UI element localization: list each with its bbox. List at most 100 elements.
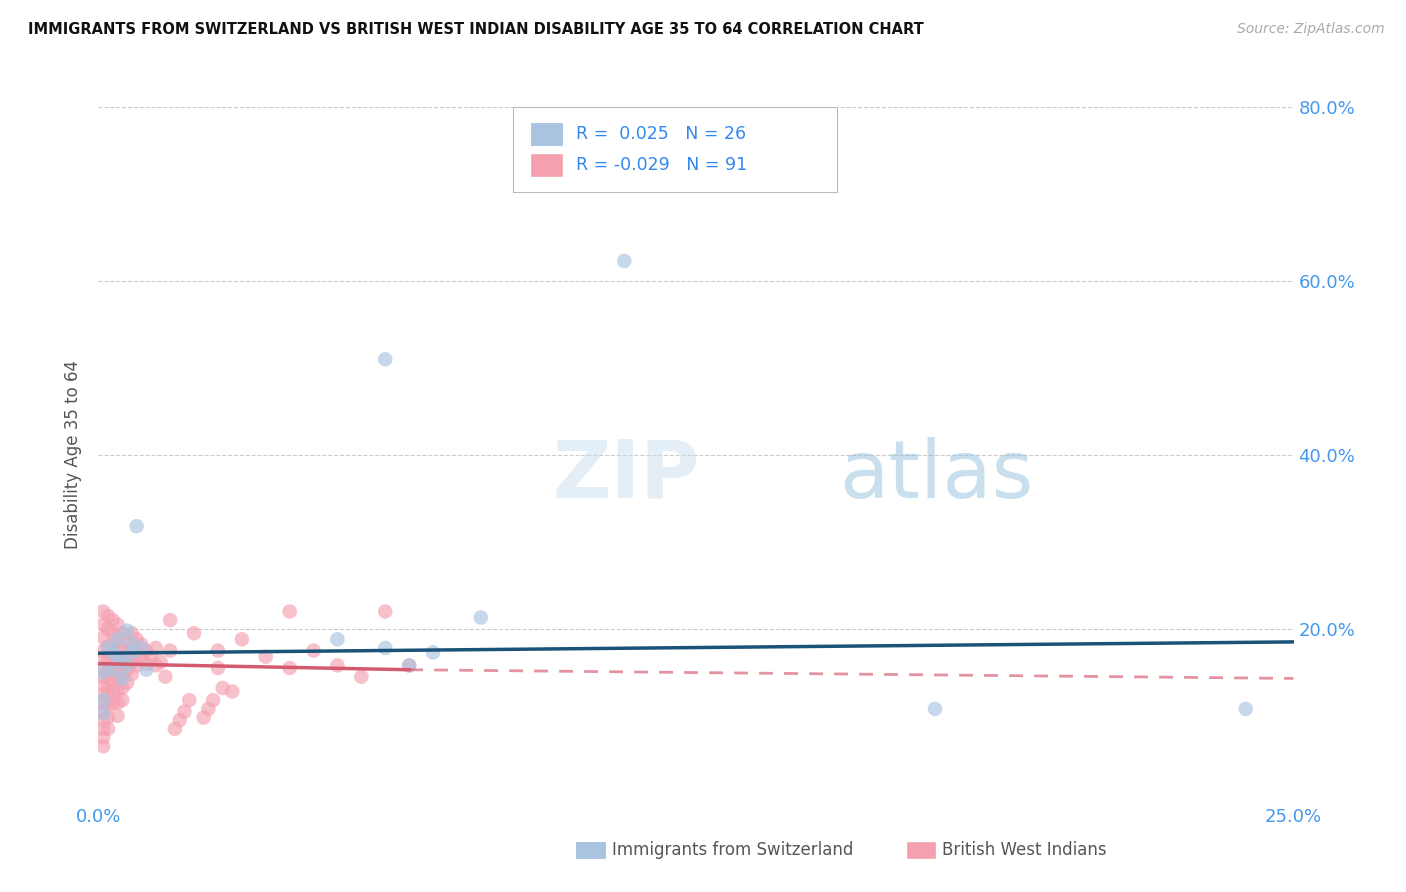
Point	[91, 617, 114, 632]
Point	[101, 663, 124, 677]
Point	[101, 626, 124, 640]
Point	[111, 667, 134, 681]
Point	[101, 661, 124, 675]
Point	[155, 670, 177, 684]
Text: atlas: atlas	[839, 437, 1033, 515]
Point	[121, 655, 143, 669]
Point	[202, 693, 225, 707]
Point	[111, 681, 134, 695]
Point	[115, 658, 138, 673]
Point	[111, 640, 134, 655]
Point	[131, 640, 153, 655]
Point	[254, 649, 277, 664]
Text: Immigrants from Switzerland: Immigrants from Switzerland	[612, 841, 853, 859]
Point	[91, 706, 114, 721]
Point	[135, 643, 157, 657]
Point	[125, 519, 148, 533]
Point	[101, 673, 124, 687]
Point	[350, 670, 373, 684]
Point	[145, 658, 167, 673]
Point	[231, 632, 253, 647]
Point	[91, 678, 114, 692]
Point	[97, 652, 120, 666]
Point	[107, 632, 129, 647]
Point	[115, 624, 138, 638]
Point	[97, 710, 120, 724]
Point	[91, 693, 114, 707]
Point	[374, 352, 396, 367]
Point	[145, 640, 167, 655]
Point	[111, 655, 134, 669]
Point	[91, 713, 114, 727]
Point	[91, 652, 114, 666]
Point	[422, 645, 444, 659]
Point	[91, 722, 114, 736]
Point	[101, 696, 124, 710]
Point	[131, 638, 153, 652]
Point	[91, 687, 114, 701]
Point	[193, 710, 215, 724]
Point	[107, 631, 129, 645]
Point	[101, 645, 124, 659]
Point	[374, 605, 396, 619]
Text: R =  0.025   N = 26: R = 0.025 N = 26	[576, 125, 747, 143]
Point	[179, 693, 201, 707]
Point	[278, 605, 301, 619]
Point	[107, 649, 129, 664]
Point	[470, 610, 492, 624]
Point	[111, 626, 134, 640]
Point	[149, 655, 172, 669]
Point	[613, 254, 636, 268]
Point	[121, 637, 143, 651]
Point	[111, 672, 134, 686]
Point	[374, 640, 396, 655]
Point	[91, 631, 114, 645]
Point	[115, 675, 138, 690]
Point	[107, 643, 129, 657]
Point	[91, 605, 114, 619]
Point	[135, 663, 157, 677]
Point	[91, 696, 114, 710]
Point	[107, 696, 129, 710]
Point	[125, 646, 148, 660]
Point	[211, 681, 233, 695]
Point	[91, 665, 114, 680]
Point	[107, 682, 129, 697]
Point	[302, 643, 325, 657]
Point	[107, 657, 129, 671]
Y-axis label: Disability Age 35 to 64: Disability Age 35 to 64	[65, 360, 83, 549]
Point	[101, 649, 124, 664]
Point	[121, 667, 143, 681]
Point	[207, 643, 229, 657]
Point	[398, 658, 420, 673]
Text: R = -0.029   N = 91: R = -0.029 N = 91	[576, 156, 748, 174]
Point	[131, 652, 153, 666]
Point	[326, 632, 349, 647]
Point	[173, 705, 195, 719]
Point	[97, 640, 120, 655]
Point	[111, 693, 134, 707]
Point	[139, 649, 162, 664]
Point	[115, 664, 138, 678]
Point	[97, 665, 120, 680]
Text: British West Indians: British West Indians	[942, 841, 1107, 859]
Point	[163, 722, 186, 736]
Point	[169, 713, 191, 727]
Point	[121, 626, 143, 640]
Point	[924, 702, 946, 716]
Point	[326, 658, 349, 673]
Point	[97, 639, 120, 653]
Point	[121, 645, 143, 659]
Point	[91, 670, 114, 684]
Point	[91, 739, 114, 754]
Point	[115, 649, 138, 664]
Point	[91, 643, 114, 657]
Point	[97, 687, 120, 701]
Point	[97, 608, 120, 623]
Point	[97, 722, 120, 736]
Point	[159, 643, 181, 657]
Point	[91, 661, 114, 675]
Text: ZIP: ZIP	[553, 437, 700, 515]
Point	[91, 705, 114, 719]
Point	[278, 661, 301, 675]
